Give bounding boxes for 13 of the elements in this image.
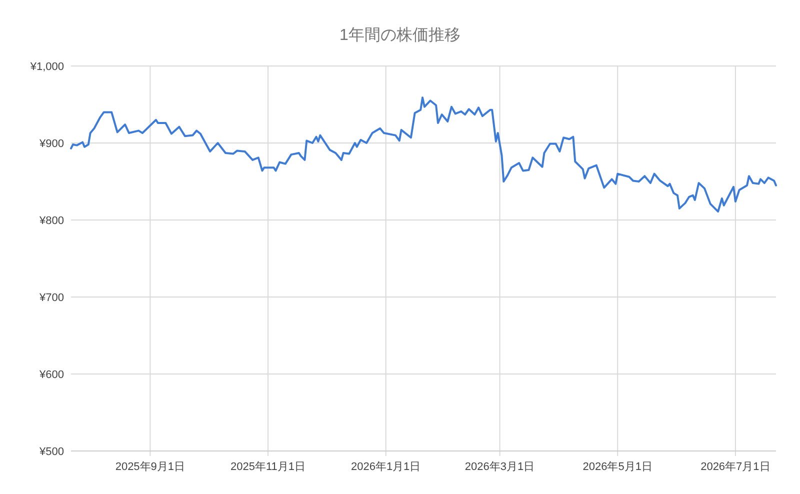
y-tick-label: ¥1,000: [29, 61, 64, 73]
y-tick-label: ¥900: [38, 138, 64, 150]
y-tick-label: ¥600: [38, 369, 64, 381]
x-tick-label: 2026年5月1日: [582, 461, 652, 473]
y-tick-label: ¥500: [38, 446, 64, 458]
x-tick-label: 2025年9月1日: [115, 461, 186, 473]
y-tick-label: ¥700: [38, 292, 64, 304]
x-tick-label: 2026年7月1日: [700, 461, 770, 473]
x-tick-label: 2026年1月1日: [350, 461, 421, 473]
x-tick-label: 2025年11月1日: [230, 461, 306, 473]
x-tick-label: 2026年3月1日: [464, 461, 535, 473]
chart-title: 1年間の株価推移: [340, 26, 460, 44]
y-tick-label: ¥800: [38, 215, 64, 227]
